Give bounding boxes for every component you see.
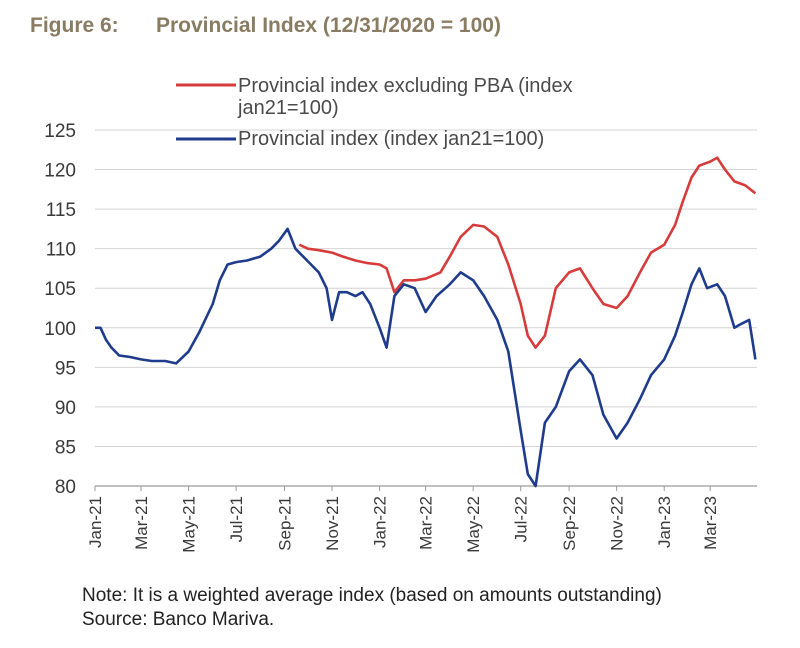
x-tick-Jul-21: Jul-21 <box>227 496 246 542</box>
x-tick-Sep-22: Sep-22 <box>560 496 579 551</box>
source-note: Note: It is a weighted average index (ba… <box>82 585 662 630</box>
y-tick-120: 120 <box>44 161 76 182</box>
legend: Provincial index excluding PBA (index ja… <box>176 75 573 150</box>
x-tick-Sep-21: Sep-21 <box>275 496 294 551</box>
y-tick-110: 110 <box>46 240 76 261</box>
x-tick-Jan-23: Jan-23 <box>655 496 674 548</box>
x-tick-Nov-22: Nov-22 <box>608 496 627 551</box>
series-line-excluding-pba <box>298 156 757 349</box>
x-tick-Jan-21: Jan-21 <box>86 496 105 548</box>
y-tick-85: 85 <box>55 437 76 458</box>
x-tick-May-21: May-21 <box>180 496 199 553</box>
x-tick-Mar-23: Mar-23 <box>701 496 720 550</box>
y-tick-125: 125 <box>44 121 76 142</box>
gridlines <box>95 129 757 447</box>
figure-number: Figure 6: <box>30 14 119 37</box>
x-tick-Mar-22: Mar-22 <box>417 496 436 550</box>
y-tick-80: 80 <box>55 477 76 498</box>
series-lines <box>95 156 757 488</box>
y-tick-90: 90 <box>55 398 76 419</box>
x-tick-Nov-21: Nov-21 <box>323 496 342 551</box>
y-tick-95: 95 <box>55 358 76 379</box>
figure-title: Figure 6: Provincial Index (12/31/2020 = … <box>30 14 501 38</box>
legend-label-excluding-pba-line2: jan21=100) <box>237 97 339 119</box>
x-tick-Jan-22: Jan-22 <box>371 496 390 548</box>
x-tick-Jul-22: Jul-22 <box>512 496 531 542</box>
legend-label-excluding-pba-line1: Provincial index excluding PBA (index <box>238 75 573 97</box>
legend-label-provincial-index: Provincial index (index jan21=100) <box>238 128 544 150</box>
x-tick-Mar-21: Mar-21 <box>132 496 151 550</box>
x-tick-May-22: May-22 <box>464 496 483 553</box>
x-axis-ticks: Jan-21 Mar-21 May-21 Jul-21 Sep-21 Nov-21 Jan-… <box>86 486 720 553</box>
y-tick-105: 105 <box>44 279 76 300</box>
y-tick-115: 115 <box>46 200 76 221</box>
figure-caption: Provincial Index (12/31/2020 = 100) <box>156 14 501 37</box>
series-line-provincial-index <box>95 227 757 488</box>
y-axis-ticks: 80 85 90 95 100 105 110 115 120 125 <box>44 121 76 498</box>
y-tick-100: 100 <box>44 319 76 340</box>
